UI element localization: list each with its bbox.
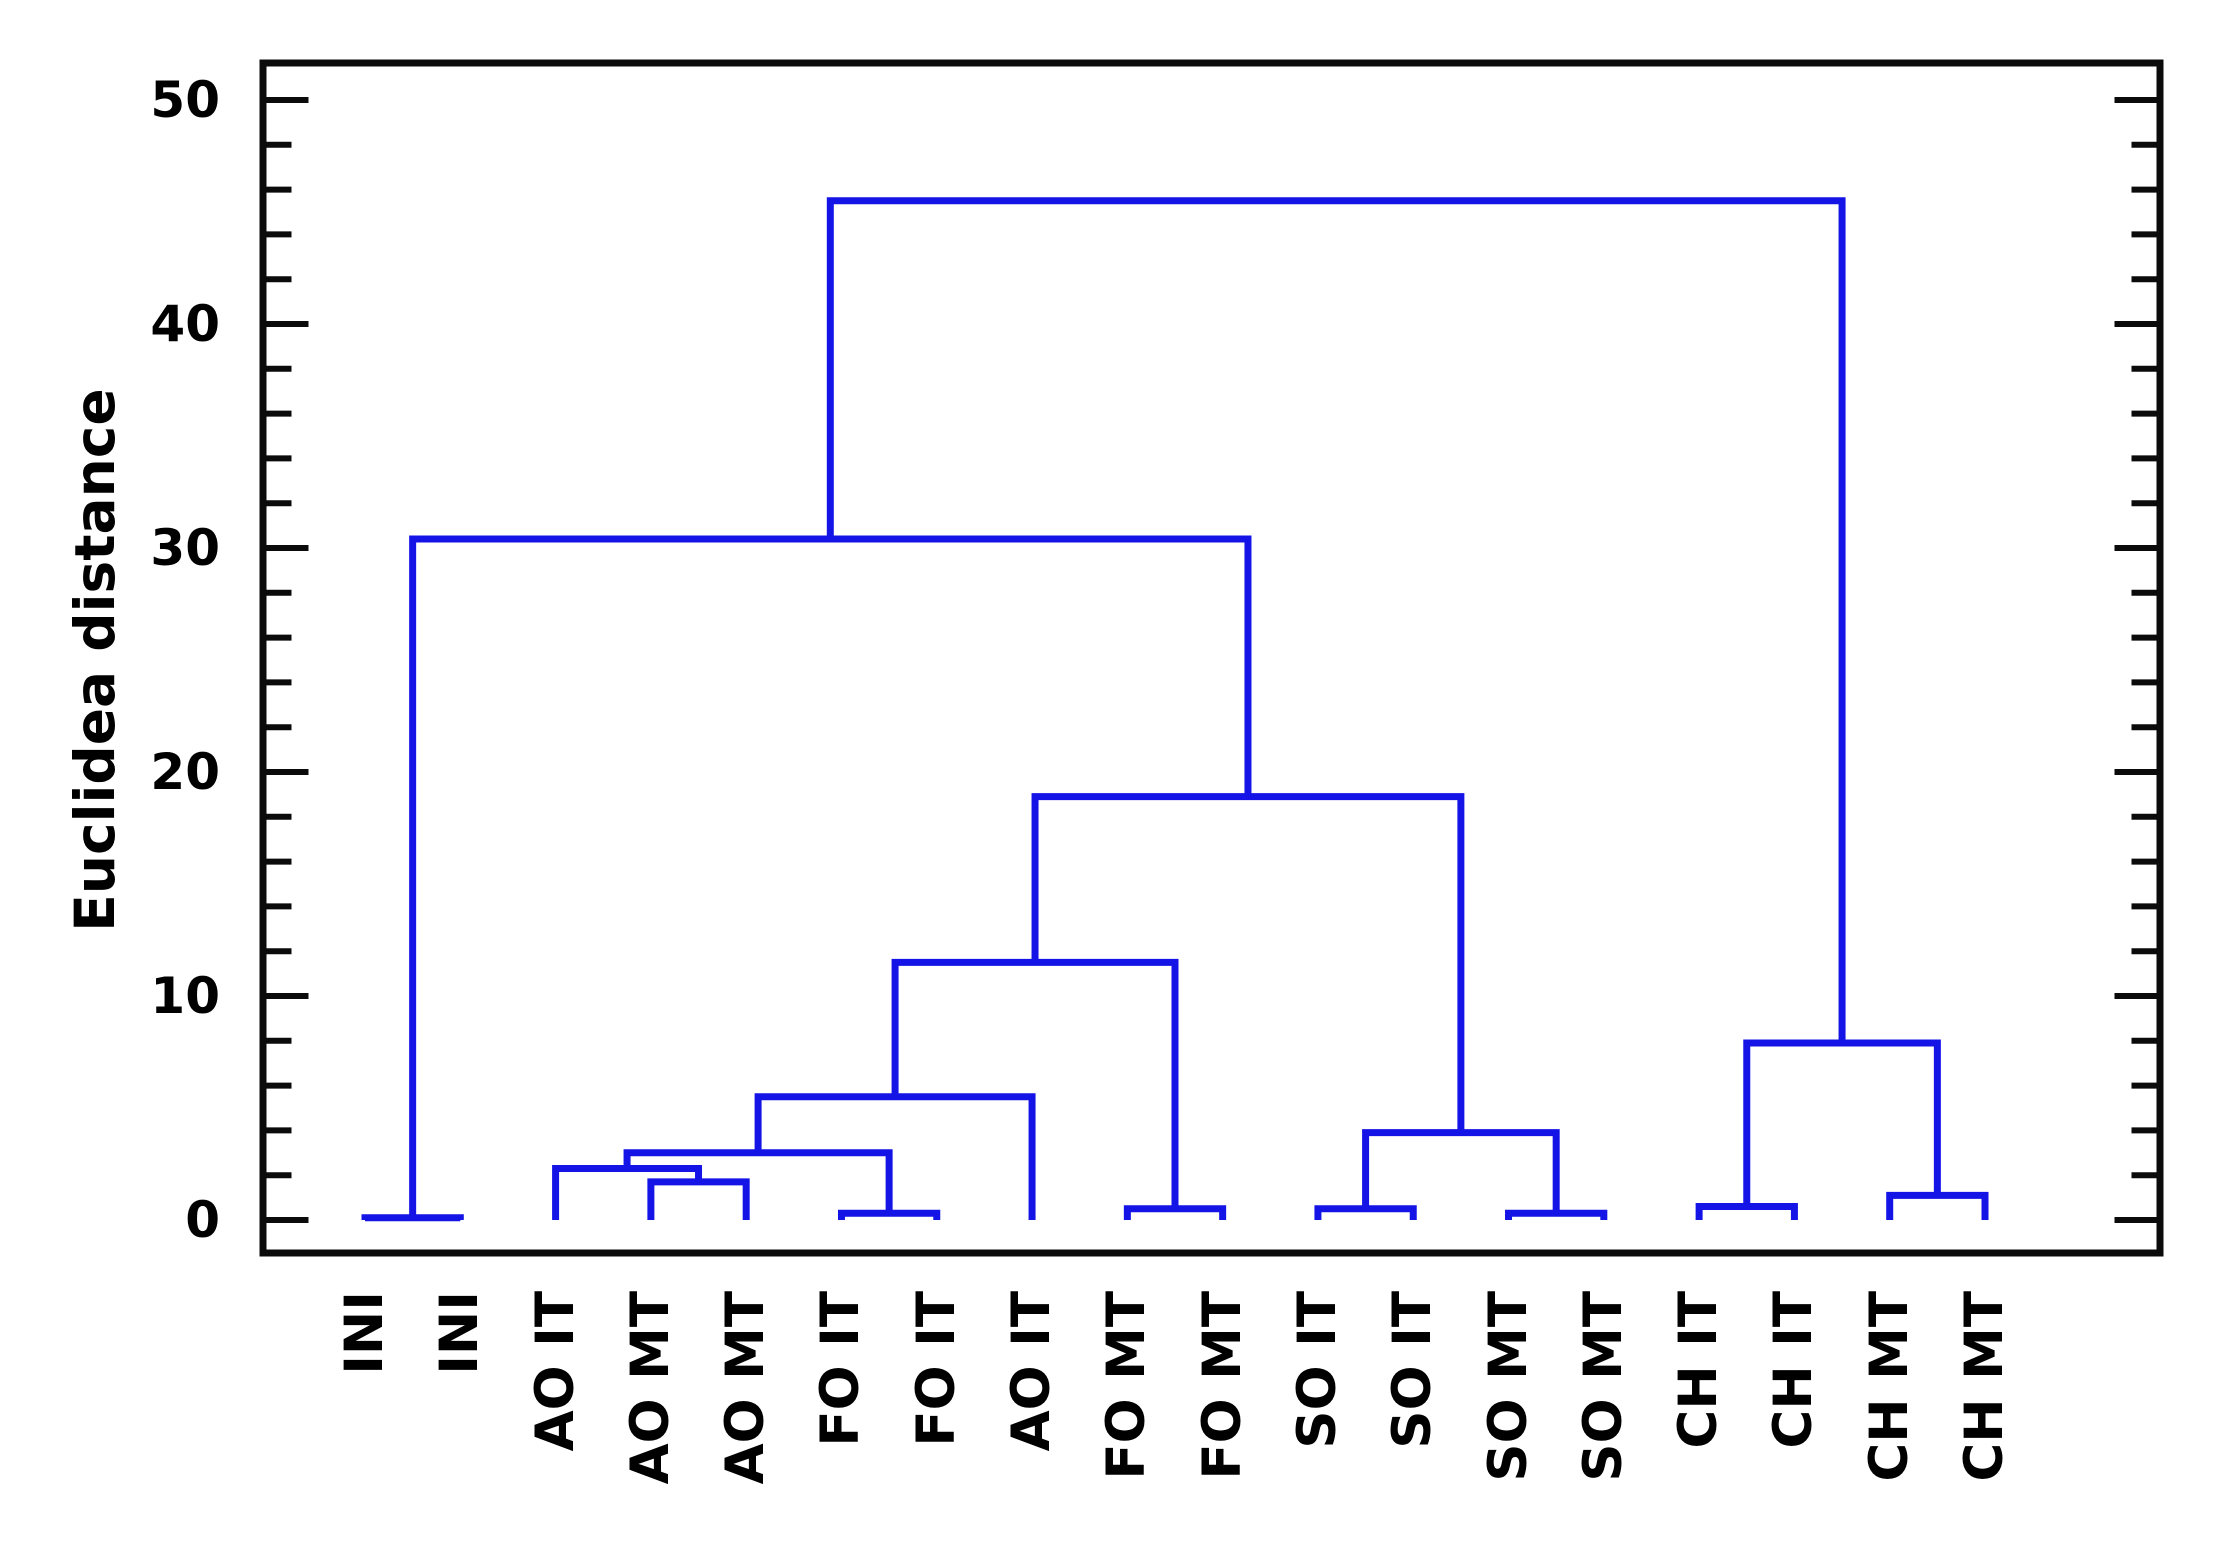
leaf-label-2: INI: [429, 1291, 491, 1375]
leaf-label-14: SO MT: [1572, 1291, 1634, 1482]
dendrogram-link-root: [826, 197, 1846, 1044]
leaf-label-15: CH IT: [1668, 1291, 1730, 1449]
dendrogram-link-left-cluster: [409, 535, 1252, 1218]
y-tick-label-20: 20: [150, 743, 220, 801]
leaf-label-8: AO IT: [1001, 1291, 1063, 1452]
y-tick-label-50: 50: [150, 71, 220, 129]
y-tick-label-30: 30: [150, 519, 220, 577]
dendrogram-link-CHMT-pair: [1886, 1191, 1989, 1220]
axis-ticks: [266, 97, 2157, 1223]
y-tick-label-10: 10: [150, 967, 220, 1025]
leaf-label-6: FO IT: [810, 1291, 872, 1447]
leaf-label-12: SO IT: [1382, 1291, 1444, 1449]
y-tick-label-40: 40: [150, 295, 220, 353]
leaf-label-4: AO MT: [619, 1291, 681, 1485]
dendrogram-links: [361, 197, 1989, 1222]
dendrogram-link-INI-pair: [361, 1214, 464, 1222]
y-tick-label-0: 0: [185, 1191, 220, 1249]
dendrogram-link-AOMT-pair: [647, 1178, 750, 1220]
dendrogram-link-CH-cluster: [1743, 1039, 1941, 1207]
dendrogram-link-AO-sub: [552, 1164, 703, 1220]
leaf-label-3: AO IT: [524, 1291, 586, 1452]
leaf-label-5: AO MT: [715, 1291, 777, 1485]
dendrogram-link-SOIT-pair: [1314, 1205, 1417, 1220]
leaf-label-1: INI: [334, 1291, 395, 1375]
leaf-label-11: SO IT: [1286, 1291, 1348, 1449]
dendrogram-link-SOMT-pair: [1505, 1209, 1608, 1220]
leaf-label-18: CH MT: [1954, 1291, 2015, 1482]
leaf-label-10: FO MT: [1191, 1291, 1253, 1480]
leaf-label-16: CH IT: [1763, 1291, 1825, 1449]
dendrogram-link-FOMT-pair: [1123, 1205, 1227, 1220]
leaf-label-7: FO IT: [905, 1291, 967, 1447]
dendrogram-link-CHIT-pair: [1695, 1203, 1798, 1220]
leaf-label-13: SO MT: [1477, 1291, 1539, 1482]
leaf-label-17: CH MT: [1858, 1291, 1920, 1482]
plot-frame: [259, 59, 2164, 1257]
dendrogram-link-FOIT-pair: [837, 1209, 941, 1220]
dendrogram-link-SO-cluster: [1362, 1129, 1560, 1214]
dendrogram-link-AO-FOIT-AOIT: [754, 1093, 1036, 1220]
leaf-label-9: FO MT: [1096, 1291, 1158, 1480]
y-axis-title: Euclidea distance: [63, 388, 127, 932]
